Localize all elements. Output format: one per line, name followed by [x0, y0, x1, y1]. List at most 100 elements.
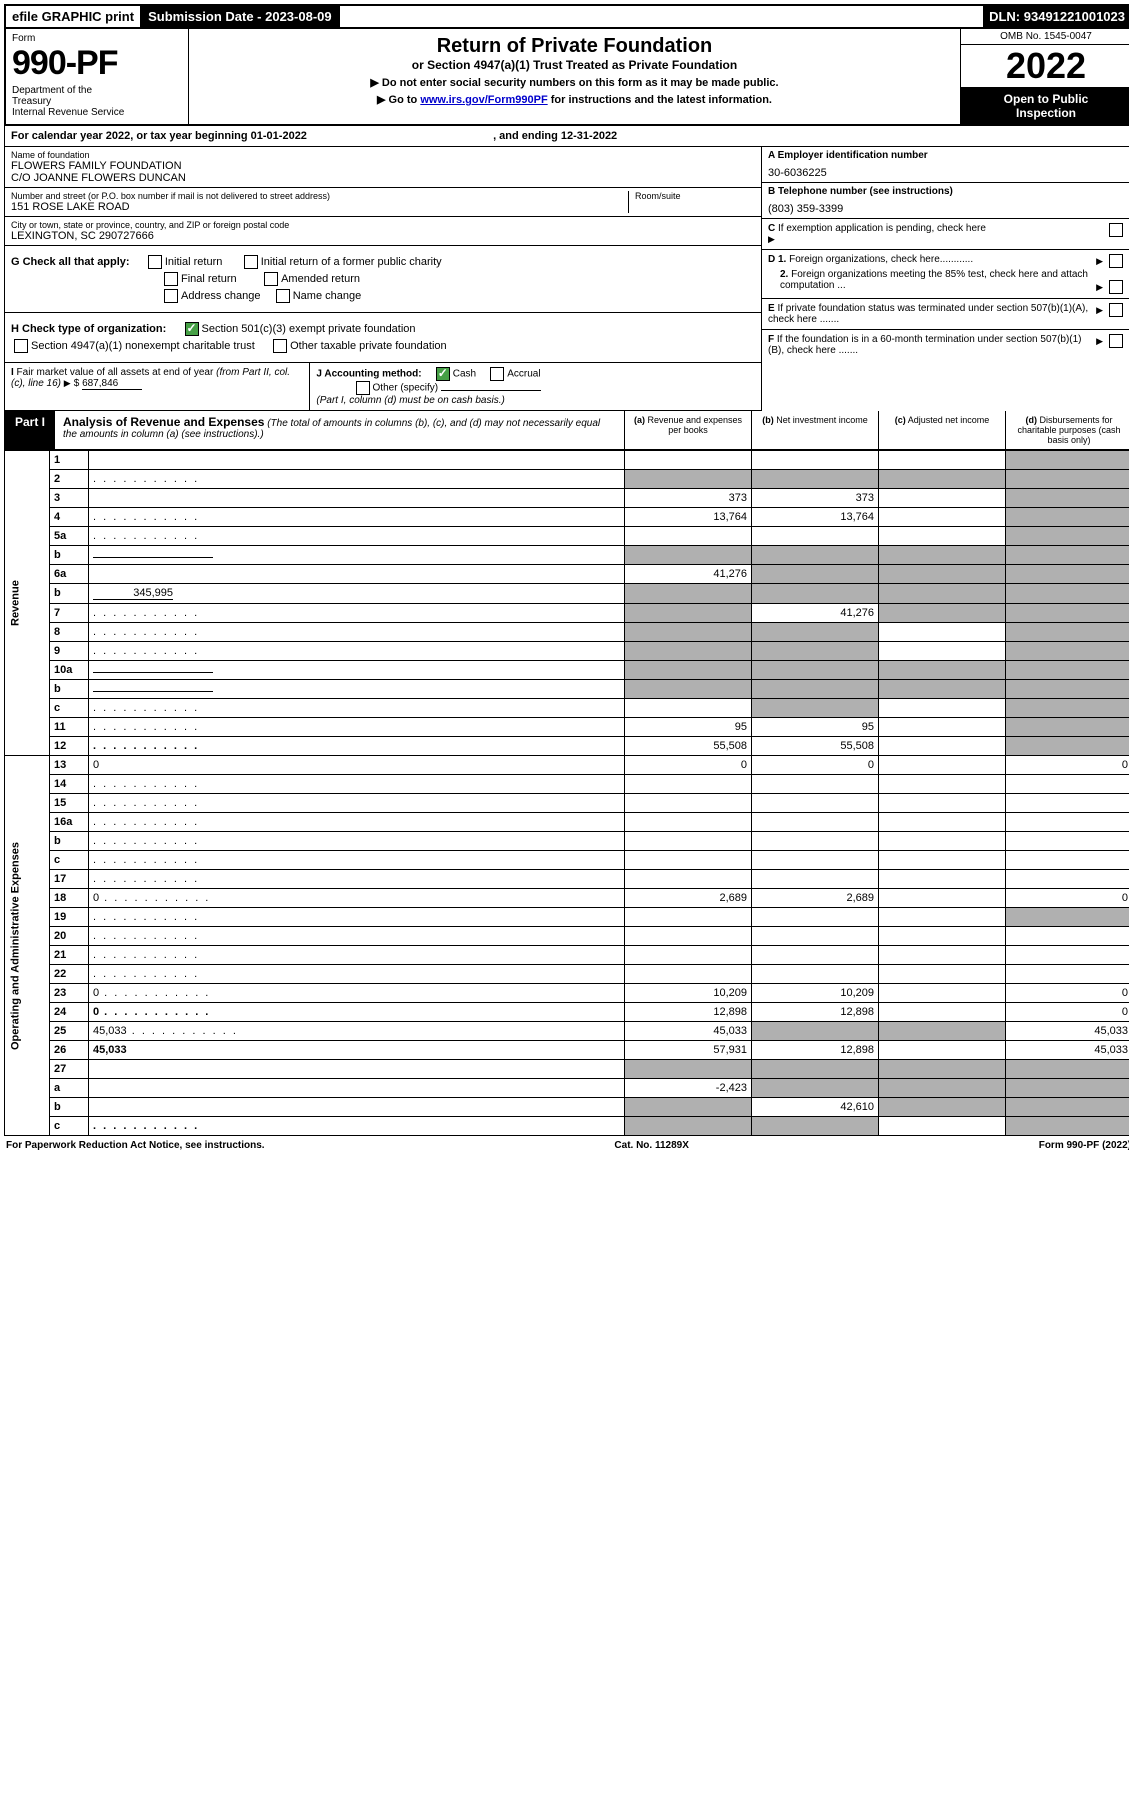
checkbox-d1[interactable] [1109, 254, 1123, 268]
table-cell [625, 1117, 752, 1136]
table-cell [879, 527, 1006, 546]
row-description [89, 794, 625, 813]
i-label: I Fair market value of all assets at end… [11, 367, 290, 389]
table-cell [625, 946, 752, 965]
table-cell [752, 946, 879, 965]
table-cell [752, 451, 879, 470]
row-description [89, 851, 625, 870]
table-cell [752, 870, 879, 889]
table-cell [1006, 565, 1129, 584]
checkbox-d2[interactable] [1109, 280, 1123, 294]
table-cell [879, 718, 1006, 737]
table-cell [1006, 927, 1129, 946]
table-cell [879, 1003, 1006, 1022]
col-b-header: (b) Net investment income [751, 411, 878, 449]
ein-value: 30-6036225 [768, 167, 1126, 179]
table-row: b [5, 546, 1129, 565]
checkbox-e[interactable] [1109, 303, 1123, 317]
footer-left: For Paperwork Reduction Act Notice, see … [6, 1140, 265, 1151]
row-description [89, 546, 625, 565]
info-grid: Name of foundation FLOWERS FAMILY FOUNDA… [4, 147, 1129, 411]
row-description [89, 946, 625, 965]
row-number: 11 [50, 718, 89, 737]
row-description [89, 1098, 625, 1117]
table-cell [752, 584, 879, 604]
table-cell [879, 1041, 1006, 1060]
table-cell [879, 680, 1006, 699]
table-cell [1006, 642, 1129, 661]
checkbox-initial-public[interactable] [244, 255, 258, 269]
table-cell [625, 584, 752, 604]
table-cell: 95 [625, 718, 752, 737]
table-row: 8 [5, 623, 1129, 642]
foundation-name-1: FLOWERS FAMILY FOUNDATION [11, 160, 755, 172]
row-description [89, 1060, 625, 1079]
table-cell [1006, 718, 1129, 737]
table-cell [1006, 794, 1129, 813]
table-row: b 345,995 [5, 584, 1129, 604]
table-cell [752, 470, 879, 489]
checkbox-name-change[interactable] [276, 289, 290, 303]
row-description [89, 470, 625, 489]
g-opt-0: Initial return [165, 256, 222, 268]
efile-print-label[interactable]: efile GRAPHIC print [6, 6, 142, 27]
h-opt-2: Section 4947(a)(1) nonexempt charitable … [31, 340, 255, 352]
part1-table: Revenue123373373413,76413,7645ab 6a41,27… [4, 450, 1129, 1136]
table-cell: 2,689 [752, 889, 879, 908]
row-number: b [50, 1098, 89, 1117]
checkbox-c[interactable] [1109, 223, 1123, 237]
table-cell [625, 832, 752, 851]
table-cell [879, 1079, 1006, 1098]
g-opt-2: Address change [181, 290, 261, 302]
footer-right: Form 990-PF (2022) [1039, 1140, 1129, 1151]
table-cell: 0 [1006, 756, 1129, 775]
table-cell [752, 1079, 879, 1098]
room-label: Room/suite [635, 191, 755, 201]
table-cell: -2,423 [625, 1079, 752, 1098]
note2-post: for instructions and the latest informat… [548, 94, 772, 106]
table-cell [752, 1117, 879, 1136]
row-description [89, 813, 625, 832]
checkbox-accrual[interactable] [490, 367, 504, 381]
table-cell: 41,276 [752, 604, 879, 623]
row-description: 345,995 [89, 584, 625, 604]
row-number: b [50, 546, 89, 565]
row-number: 21 [50, 946, 89, 965]
instructions-link[interactable]: www.irs.gov/Form990PF [420, 94, 547, 106]
checkbox-cash[interactable] [436, 367, 450, 381]
table-cell [1006, 946, 1129, 965]
table-cell: 13,764 [625, 508, 752, 527]
checkbox-501c3[interactable] [185, 322, 199, 336]
table-cell [625, 680, 752, 699]
table-cell [879, 946, 1006, 965]
page-footer: For Paperwork Reduction Act Notice, see … [4, 1136, 1129, 1155]
checkbox-other-taxable[interactable] [273, 339, 287, 353]
address-cell: Number and street (or P.O. box number if… [5, 188, 761, 217]
checkbox-f[interactable] [1109, 334, 1123, 348]
checkbox-final-return[interactable] [164, 272, 178, 286]
row-number: 22 [50, 965, 89, 984]
table-cell [752, 927, 879, 946]
table-cell [1006, 699, 1129, 718]
name-label: Name of foundation [11, 150, 755, 160]
table-cell [879, 851, 1006, 870]
checkbox-initial-return[interactable] [148, 255, 162, 269]
table-row: 10a [5, 661, 1129, 680]
table-cell [625, 1098, 752, 1117]
row-description [89, 908, 625, 927]
row-number: 27 [50, 1060, 89, 1079]
cal-mid: , and ending [493, 130, 561, 142]
checkbox-amended[interactable] [264, 272, 278, 286]
table-cell [625, 870, 752, 889]
checkbox-4947[interactable] [14, 339, 28, 353]
table-row: 9 [5, 642, 1129, 661]
checkbox-other-method[interactable] [356, 381, 370, 395]
table-cell [752, 565, 879, 584]
cal-begin: 01-01-2022 [251, 130, 307, 142]
col-a-header: (a) Revenue and expenses per books [624, 411, 751, 449]
checkbox-address-change[interactable] [164, 289, 178, 303]
table-cell [1006, 813, 1129, 832]
row-number: 14 [50, 775, 89, 794]
table-row: 741,276 [5, 604, 1129, 623]
table-cell: 45,033 [1006, 1041, 1129, 1060]
